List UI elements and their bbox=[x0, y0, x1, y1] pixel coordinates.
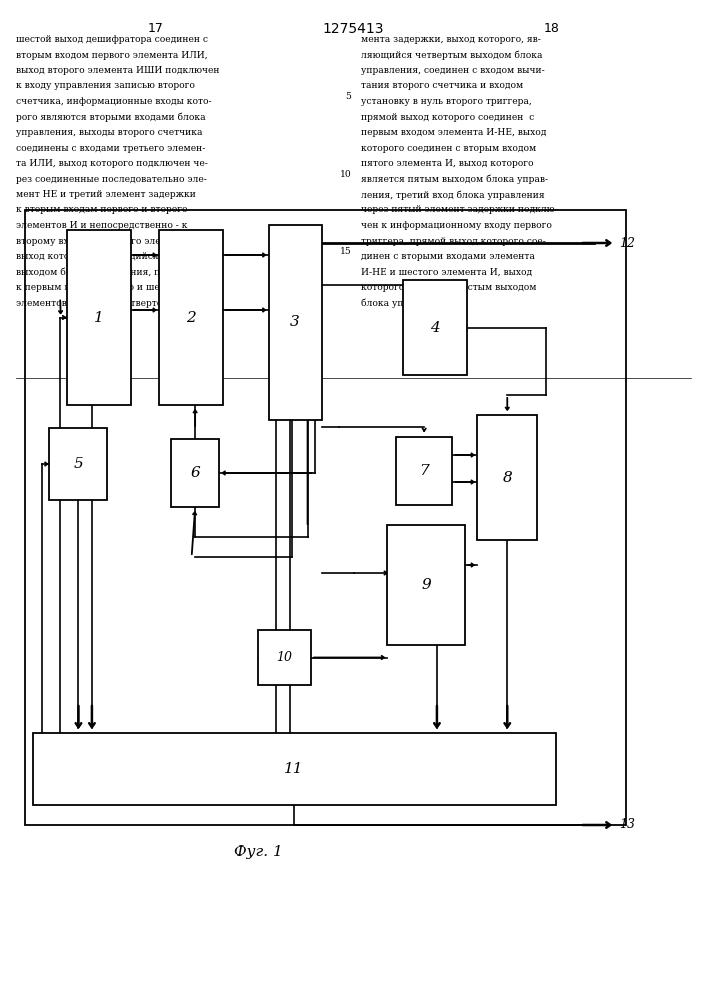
Bar bbox=[49, 428, 107, 500]
Text: тания второго счетчика и входом: тания второго счетчика и входом bbox=[361, 82, 522, 91]
Text: чен к информационному входу первого: чен к информационному входу первого bbox=[361, 221, 551, 230]
Text: к входу управления записью второго: к входу управления записью второго bbox=[16, 82, 194, 91]
Text: 18: 18 bbox=[544, 22, 559, 35]
Text: та ИЛИ, выход которого подключен че-: та ИЛИ, выход которого подключен че- bbox=[16, 159, 207, 168]
Bar bbox=[396, 437, 452, 505]
Text: выходом блока управления, подключен: выходом блока управления, подключен bbox=[16, 268, 208, 277]
Text: первым входом элемента И-НЕ, выход: первым входом элемента И-НЕ, выход bbox=[361, 128, 546, 137]
Text: 10: 10 bbox=[339, 170, 351, 179]
Text: 8: 8 bbox=[503, 471, 512, 485]
Text: Фуг. 1: Фуг. 1 bbox=[234, 845, 282, 859]
Text: блока управления.: блока управления. bbox=[361, 298, 452, 308]
Text: 5: 5 bbox=[74, 457, 83, 471]
Text: 2: 2 bbox=[186, 310, 196, 324]
Text: 11: 11 bbox=[284, 762, 304, 776]
Text: к первым входам пятого и шестого: к первым входам пятого и шестого bbox=[16, 283, 185, 292]
Text: мента задержки, выход которого, яв-: мента задержки, выход которого, яв- bbox=[361, 35, 540, 44]
Text: И-НЕ и шестого элемента И, выход: И-НЕ и шестого элемента И, выход bbox=[361, 268, 532, 277]
Text: 3: 3 bbox=[291, 316, 300, 330]
Bar bbox=[403, 280, 467, 375]
Text: мент НЕ и третий элемент задержки: мент НЕ и третий элемент задержки bbox=[16, 190, 195, 199]
Text: элементов И и непосредственно - к: элементов И и непосредственно - к bbox=[16, 221, 187, 230]
Bar bbox=[387, 525, 465, 645]
Text: ляющийся четвертым выходом блока: ляющийся четвертым выходом блока bbox=[361, 50, 542, 60]
Text: управления, соединен с входом вычи-: управления, соединен с входом вычи- bbox=[361, 66, 544, 75]
Text: управления, выходы второго счетчика: управления, выходы второго счетчика bbox=[16, 128, 202, 137]
Text: 13: 13 bbox=[619, 818, 635, 831]
Bar bbox=[67, 230, 131, 405]
Text: счетчика, информационные входы кото-: счетчика, информационные входы кото- bbox=[16, 97, 211, 106]
Text: выход которого, являющийся третьим: выход которого, являющийся третьим bbox=[16, 252, 200, 261]
Text: элементов И и входу четвертого эле-: элементов И и входу четвертого эле- bbox=[16, 298, 194, 308]
Text: второму входу четвертого элемента И,: второму входу четвертого элемента И, bbox=[16, 236, 203, 245]
Text: 9: 9 bbox=[421, 578, 431, 592]
Text: вторым входом первого элемента ИЛИ,: вторым входом первого элемента ИЛИ, bbox=[16, 50, 207, 60]
Text: 15: 15 bbox=[339, 247, 351, 256]
Text: 6: 6 bbox=[190, 466, 200, 480]
Bar bbox=[25, 210, 626, 825]
Text: динен с вторыми входами элемента: динен с вторыми входами элемента bbox=[361, 252, 534, 261]
Bar bbox=[258, 630, 311, 685]
Text: 10: 10 bbox=[276, 651, 293, 664]
Text: 5: 5 bbox=[346, 92, 351, 101]
Text: пятого элемента И, выход которого: пятого элемента И, выход которого bbox=[361, 159, 533, 168]
Bar bbox=[33, 733, 556, 805]
Text: рого являются вторыми входами блока: рого являются вторыми входами блока bbox=[16, 112, 205, 122]
Bar bbox=[269, 225, 322, 420]
Bar bbox=[159, 230, 223, 405]
Text: прямой выход которого соединен  с: прямой выход которого соединен с bbox=[361, 112, 534, 121]
Text: которого является шестым выходом: которого является шестым выходом bbox=[361, 283, 536, 292]
Bar bbox=[171, 439, 219, 507]
Text: установку в нуль второго триггера,: установку в нуль второго триггера, bbox=[361, 97, 532, 106]
Text: 4: 4 bbox=[430, 320, 440, 334]
Text: выход второго элемента ИШИ подключен: выход второго элемента ИШИ подключен bbox=[16, 66, 219, 75]
Text: соединены с входами третьего элемен-: соединены с входами третьего элемен- bbox=[16, 144, 205, 153]
Text: которого соединен с вторым входом: которого соединен с вторым входом bbox=[361, 144, 536, 153]
Text: 1275413: 1275413 bbox=[323, 22, 384, 36]
Text: 7: 7 bbox=[419, 464, 429, 478]
Text: к вторым входам первого и второго: к вторым входам первого и второго bbox=[16, 206, 187, 215]
Text: 17: 17 bbox=[148, 22, 163, 35]
Text: 12: 12 bbox=[619, 237, 635, 250]
Text: триггера, прямой выход которого сое-: триггера, прямой выход которого сое- bbox=[361, 236, 545, 245]
Text: является пятым выходом блока управ-: является пятым выходом блока управ- bbox=[361, 175, 548, 184]
Text: шестой выход дешифратора соединен с: шестой выход дешифратора соединен с bbox=[16, 35, 208, 44]
Bar bbox=[477, 415, 537, 540]
Text: через пятый элемент задержки подклю-: через пятый элемент задержки подклю- bbox=[361, 206, 557, 215]
Text: ления, третий вход блока управления: ления, третий вход блока управления bbox=[361, 190, 544, 200]
Text: 1: 1 bbox=[94, 310, 104, 324]
Text: рез соединенные последовательно эле-: рез соединенные последовательно эле- bbox=[16, 175, 206, 184]
